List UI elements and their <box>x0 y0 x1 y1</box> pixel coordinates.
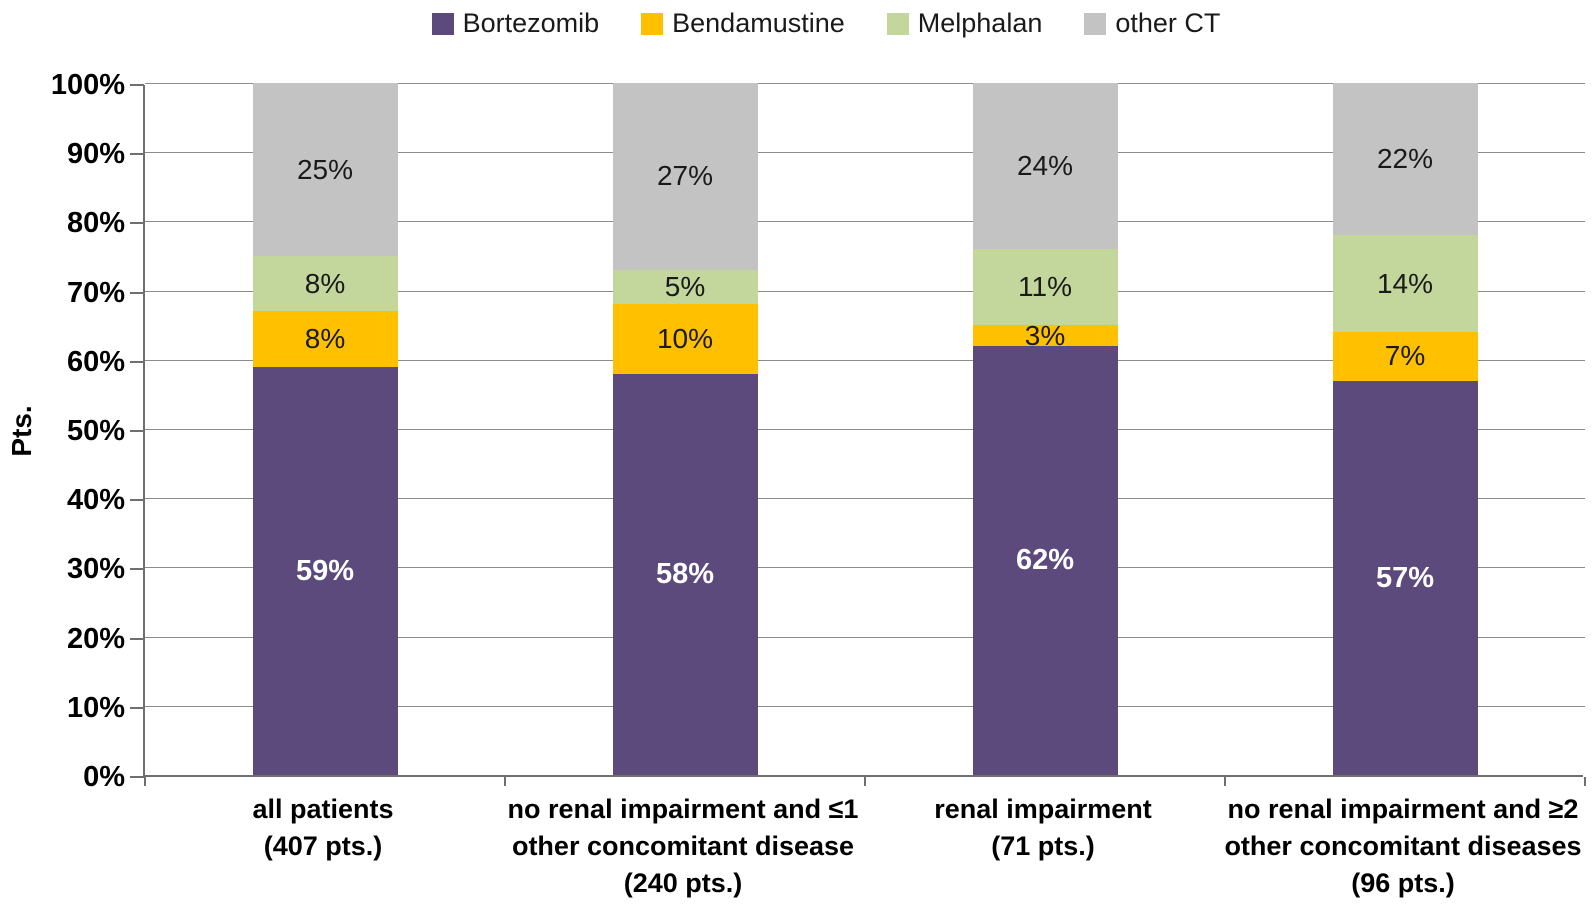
y-tick-label-30: 30% <box>66 553 125 586</box>
segment-value-label: 5% <box>664 271 706 303</box>
legend-label: Bendamustine <box>672 8 845 38</box>
segment-value-label: 3% <box>1024 319 1066 351</box>
segment-value-label: 14% <box>1376 267 1434 299</box>
x-category-label-line: (96 pts.) <box>1351 868 1455 898</box>
bar-segment-bortezomib: 59% <box>252 366 398 775</box>
gridline-30 <box>145 567 1585 569</box>
segment-value-label: 59% <box>295 554 355 587</box>
y-tick-mark <box>130 360 144 363</box>
y-tick-mark <box>130 84 144 86</box>
segment-value-label: 25% <box>296 153 354 185</box>
legend-label: Bortezomib <box>462 8 600 38</box>
gridline-80 <box>145 221 1585 223</box>
y-tick-mark <box>130 430 144 432</box>
x-tick-mark <box>504 777 506 786</box>
y-tick-label-90: 90% <box>66 138 125 171</box>
legend-item-melphalan: Melphalan <box>886 8 1043 39</box>
bar-segment-melphalan: 5% <box>612 269 758 305</box>
segment-value-label: 57% <box>1375 561 1435 594</box>
segment-value-label: 8% <box>304 267 346 299</box>
y-tick-label-0: 0% <box>83 761 125 793</box>
x-category-label-1: all patients (407 pts.) <box>108 791 538 865</box>
legend-swatch-icon <box>886 12 909 35</box>
x-category-label-3: renal impairment (71 pts.) <box>828 791 1258 865</box>
x-tick-mark <box>1224 777 1226 786</box>
x-tick-mark <box>144 777 146 786</box>
x-category-label-line: all patients <box>252 794 394 824</box>
y-tick-mark <box>130 637 144 640</box>
legend-swatch-icon <box>431 12 454 35</box>
y-tick-label-70: 70% <box>66 276 125 309</box>
legend-item-bortezomib: Bortezomib <box>431 8 600 39</box>
gridline-10 <box>145 705 1585 707</box>
gridline-20 <box>145 636 1585 638</box>
bar-segment-melphalan: 14% <box>1332 235 1478 333</box>
x-category-label-line: (407 pts.) <box>263 831 383 861</box>
x-tick-mark <box>864 777 866 786</box>
y-tick-label-50: 50% <box>66 415 125 447</box>
x-category-label-line: (240 pts.) <box>623 868 743 898</box>
legend-item-bendamustine: Bendamustine <box>641 8 845 39</box>
bar-segment-bortezomib: 57% <box>1332 380 1478 775</box>
gridline-90 <box>145 152 1585 154</box>
gridline-50 <box>145 429 1585 430</box>
y-tick-mark <box>130 568 144 571</box>
y-tick-label-80: 80% <box>66 207 125 240</box>
bar-segment-bendamustine: 7% <box>1332 332 1478 381</box>
legend-label: other CT <box>1115 8 1221 38</box>
bar-segment-other-ct: 22% <box>1332 83 1478 236</box>
segment-value-label: 62% <box>1015 544 1075 577</box>
gridline-40 <box>145 498 1585 500</box>
y-tick-label-100: 100% <box>50 69 125 101</box>
x-category-label-4: no renal impairment and ≥2 other concomit… <box>1188 791 1596 902</box>
x-category-label-line: no renal impairment and ≥2 <box>1227 794 1579 824</box>
gridline-70 <box>145 290 1585 292</box>
bar-segment-other-ct: 24% <box>972 83 1118 250</box>
y-tick-label-60: 60% <box>66 345 125 378</box>
segment-value-label: 7% <box>1384 340 1426 372</box>
legend-item-other-ct: other CT <box>1084 8 1220 39</box>
segment-value-label: 22% <box>1376 143 1434 175</box>
bar-segment-bortezomib: 62% <box>972 345 1118 775</box>
segment-value-label: 8% <box>304 323 346 355</box>
segment-value-label: 10% <box>656 323 714 355</box>
legend-label: Melphalan <box>917 8 1043 38</box>
y-tick-mark <box>130 153 144 156</box>
x-category-label-line: other concomitant disease <box>511 831 855 861</box>
x-category-label-line: (71 pts.) <box>991 831 1095 861</box>
segment-value-label: 24% <box>1016 150 1074 182</box>
bar-segment-bendamustine: 3% <box>972 321 1118 349</box>
y-tick-mark <box>130 776 144 778</box>
y-tick-label-20: 20% <box>66 622 125 655</box>
bar-segment-bendamustine: 8% <box>252 311 398 367</box>
segment-value-label: 58% <box>655 558 715 591</box>
bar-segment-melphalan: 8% <box>252 256 398 312</box>
gridline-60 <box>145 359 1585 361</box>
legend-swatch-icon <box>641 12 664 35</box>
y-tick-mark <box>130 291 144 294</box>
segment-value-label: 27% <box>656 160 714 192</box>
y-tick-label-10: 10% <box>66 691 125 724</box>
bar-segment-other-ct: 25% <box>252 83 398 256</box>
y-tick-mark <box>130 499 144 502</box>
x-tick-mark <box>1584 777 1586 786</box>
legend-swatch-icon <box>1084 12 1107 35</box>
y-tick-label-40: 40% <box>66 484 125 517</box>
y-tick-mark <box>130 222 144 225</box>
x-category-label-line: no renal impairment and ≤1 <box>507 794 859 824</box>
bar-segment-bendamustine: 10% <box>612 304 758 374</box>
legend: Bortezomib Bendamustine Melphalan other CT <box>0 8 1596 39</box>
segment-value-label: 11% <box>1018 271 1072 303</box>
gridline-100 <box>145 83 1585 84</box>
x-category-label-2: no renal impairment and ≤1 other concomit… <box>468 791 898 902</box>
bar-segment-bortezomib: 58% <box>612 373 758 775</box>
y-tick-mark <box>130 706 144 709</box>
x-category-label-line: renal impairment <box>934 794 1152 824</box>
bar-segment-melphalan: 11% <box>972 249 1118 326</box>
x-category-label-line: other concomitant diseases <box>1224 831 1582 861</box>
bar-segment-other-ct: 27% <box>612 83 758 270</box>
plot-area: 59% 8% 8% 25% 58% 10% 5% 27% 62% 3% 11% 24% 57% 7% 14%… <box>143 83 1586 786</box>
